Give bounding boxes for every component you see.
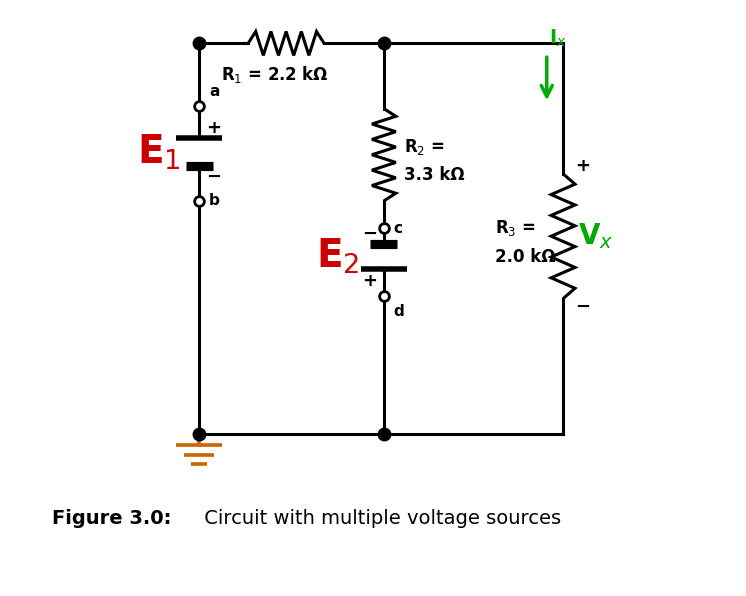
Text: −: − [363, 225, 377, 243]
Text: R$_2$ =: R$_2$ = [404, 136, 445, 157]
Text: 3.3 kΩ: 3.3 kΩ [404, 166, 465, 184]
Text: Circuit with multiple voltage sources: Circuit with multiple voltage sources [198, 509, 561, 528]
Text: +: + [575, 157, 590, 175]
Text: a: a [209, 85, 219, 100]
Text: Figure 3.0:: Figure 3.0: [52, 509, 172, 528]
Text: c: c [394, 221, 403, 235]
Text: 2.0 kΩ: 2.0 kΩ [495, 248, 556, 266]
Text: R$_3$ =: R$_3$ = [495, 218, 536, 238]
Text: d: d [394, 304, 404, 319]
Text: E$_2$: E$_2$ [316, 237, 360, 276]
Text: b: b [209, 194, 220, 209]
Text: R$_1$ = 2.2 kΩ: R$_1$ = 2.2 kΩ [222, 64, 329, 85]
Text: +: + [206, 119, 221, 136]
Text: I$_x$: I$_x$ [550, 27, 567, 49]
Text: +: + [363, 272, 377, 290]
Text: −: − [575, 298, 590, 316]
Text: −: − [206, 167, 221, 185]
Text: V$_x$: V$_x$ [578, 221, 614, 251]
Text: E$_1$: E$_1$ [137, 132, 181, 172]
